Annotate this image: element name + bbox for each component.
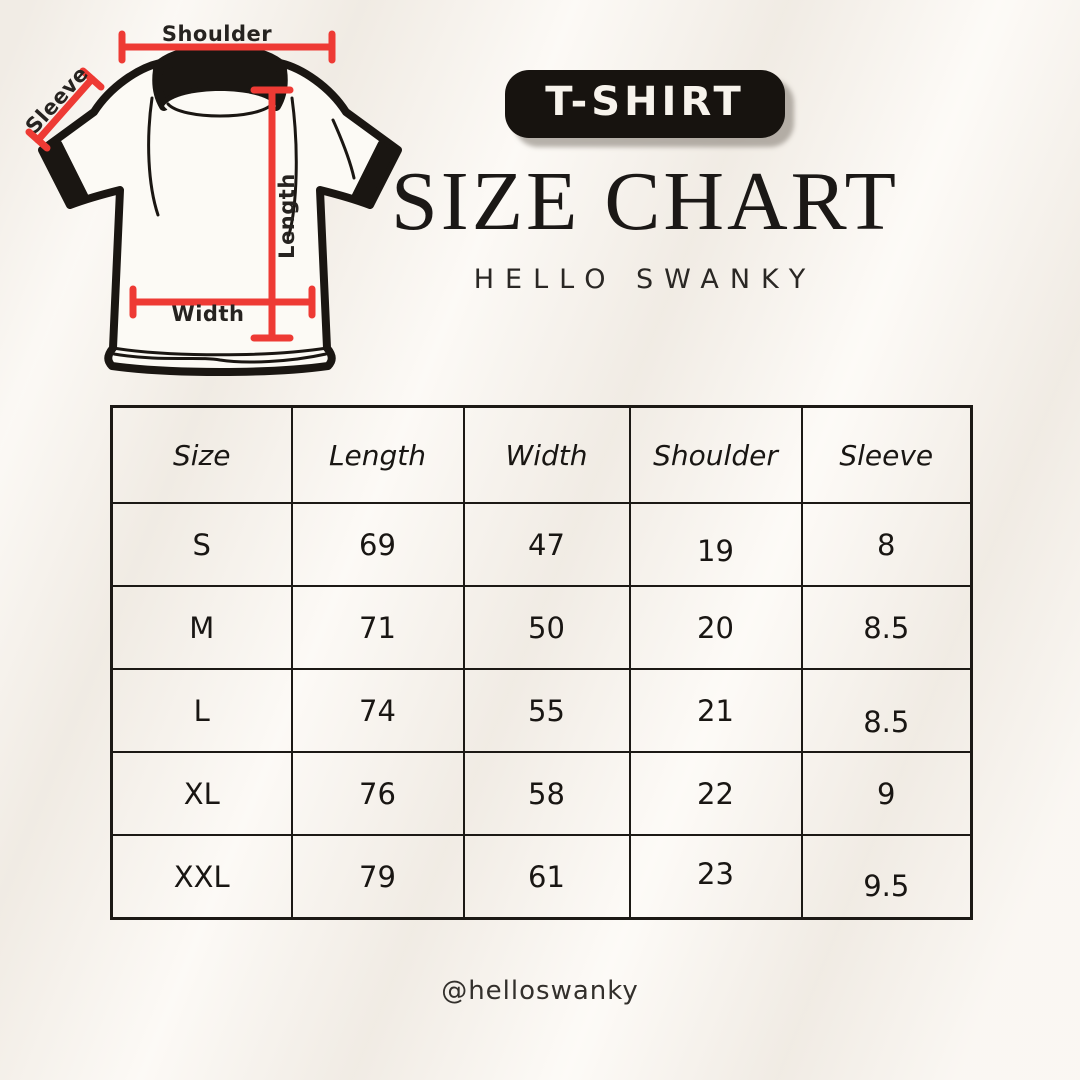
cell-shoulder: 19 — [628, 502, 803, 587]
cell-sleeve: 8.5 — [800, 585, 973, 670]
cell-shoulder: 21 — [628, 668, 803, 753]
cell-sleeve: 9.5 — [800, 834, 973, 920]
table-row: XL 76 58 22 9 — [110, 751, 973, 836]
page-title: SIZE CHART — [391, 155, 899, 248]
crease-right-sleeve — [331, 118, 356, 180]
left-cuff — [40, 141, 90, 207]
table-row: XXL 79 61 23 9.5 — [110, 834, 973, 920]
cell-size: XXL — [110, 834, 293, 920]
cell-width: 61 — [462, 834, 631, 920]
cell-length: 69 — [290, 502, 465, 587]
width-dimension-label: Width — [171, 302, 245, 326]
cell-width: 55 — [462, 668, 631, 753]
col-header-length: Length — [290, 405, 465, 504]
tshirt-measurement-diagram: Shoulder Sleeve Length Width — [0, 0, 420, 400]
table-row: L 74 55 21 8.5 — [110, 668, 973, 753]
cell-length: 74 — [290, 668, 465, 753]
cell-shoulder: 23 — [628, 834, 803, 920]
neckline-stitch — [166, 102, 274, 118]
cell-length: 71 — [290, 585, 465, 670]
cell-size: XL — [110, 751, 293, 836]
table-header-row: Size Length Width Shoulder Sleeve — [110, 405, 973, 504]
cell-shoulder: 22 — [628, 751, 803, 836]
cell-width: 47 — [462, 502, 631, 587]
cell-width: 58 — [462, 751, 631, 836]
col-header-sleeve: Sleeve — [800, 405, 973, 504]
cell-length: 76 — [290, 751, 465, 836]
measurement-lines — [25, 30, 336, 342]
cell-shoulder: 20 — [628, 585, 803, 670]
cell-length: 79 — [290, 834, 465, 920]
cell-width: 50 — [462, 585, 631, 670]
tshirt-illustration — [25, 30, 402, 376]
col-header-shoulder: Shoulder — [628, 405, 803, 504]
length-dimension-label: Length — [275, 173, 299, 259]
header: T-SHIRT SIZE CHART HELLO SWANKY — [385, 70, 905, 295]
cell-sleeve: 8 — [800, 502, 973, 587]
right-cuff — [350, 141, 400, 207]
crease-right — [287, 96, 298, 237]
cell-size: L — [110, 668, 293, 753]
col-header-width: Width — [462, 405, 631, 504]
cell-sleeve: 9 — [800, 751, 973, 836]
size-table: Size Length Width Shoulder Sleeve S 69 4… — [110, 405, 973, 920]
brand-subtitle: HELLO SWANKY — [473, 264, 817, 295]
cell-size: M — [110, 585, 293, 670]
col-header-size: Size — [110, 405, 293, 504]
cell-size: S — [110, 502, 293, 587]
crease-left — [147, 96, 160, 217]
table-row: M 71 50 20 8.5 — [110, 585, 973, 670]
social-handle: @helloswanky — [441, 976, 639, 1006]
hem-line-2 — [112, 352, 328, 364]
cell-sleeve: 8.5 — [800, 668, 973, 753]
table-row: S 69 47 19 8 — [110, 502, 973, 587]
tshirt-badge: T-SHIRT — [505, 70, 785, 138]
shoulder-dimension-label: Shoulder — [161, 22, 273, 46]
hem-line-1 — [111, 346, 329, 357]
